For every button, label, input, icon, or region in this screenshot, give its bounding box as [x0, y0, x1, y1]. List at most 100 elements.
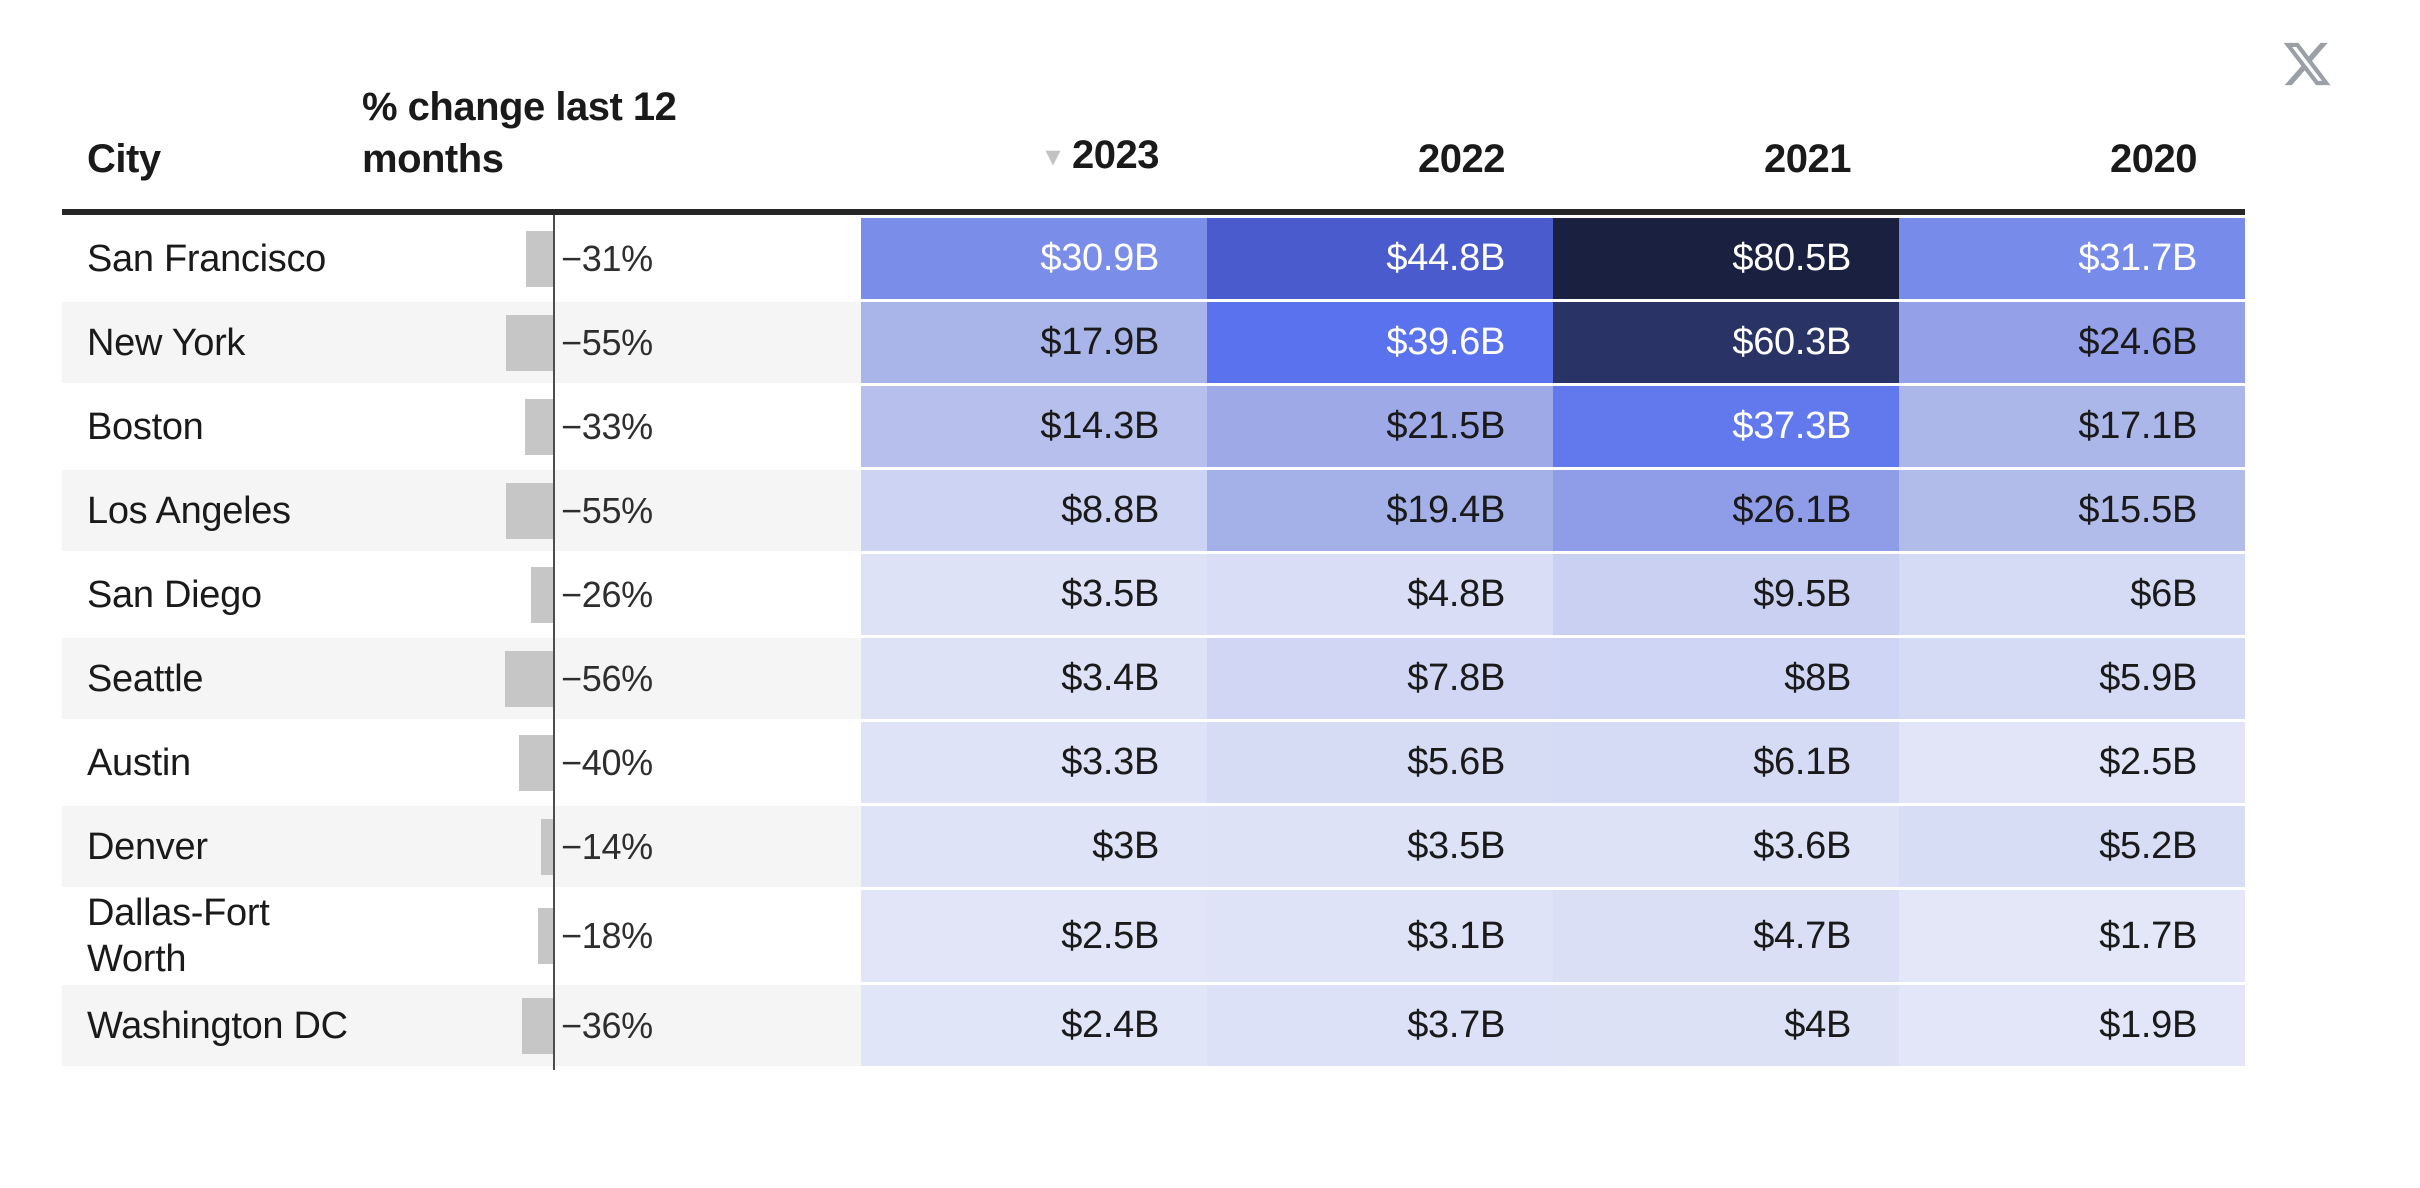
pct-change-bar: [531, 566, 553, 623]
value-cell-2022: $4.8B: [1207, 554, 1553, 635]
table-row: New York −55% $17.9B $39.6B $60.3B $24.6B: [62, 302, 2245, 383]
table-row: Denver −14% $3B $3.5B $3.6B $5.2B: [62, 806, 2245, 887]
column-header-2022[interactable]: 2022: [1418, 137, 1505, 181]
value-cell-2022: $19.4B: [1207, 470, 1553, 551]
table-row: Seattle −56% $3.4B $7.8B $8B $5.9B: [62, 638, 2245, 719]
value-cell-2020: $2.5B: [1899, 722, 2245, 803]
value-cell-2023: $17.9B: [861, 302, 1207, 383]
table-row: Dallas-Fort Worth −18% $2.5B $3.1B $4.7B $1.7…: [62, 890, 2245, 982]
value-cell-2023: $3.4B: [861, 638, 1207, 719]
value-cell-2021: $80.5B: [1553, 218, 1899, 299]
column-header-2023-label: 2023: [1072, 133, 1159, 177]
table-row: Austin −40% $3.3B $5.6B $6.1B $2.5B: [62, 722, 2245, 803]
pct-change-cell: −33%: [362, 386, 861, 467]
pct-change-bar: [538, 908, 553, 964]
pct-change-bar: [522, 997, 553, 1054]
pct-change-bar: [505, 650, 553, 707]
table-header-row: City % change last 12 months ▾ 2023 2022 …: [62, 30, 2245, 215]
value-cell-2021: $9.5B: [1553, 554, 1899, 635]
pct-change-bar: [506, 314, 553, 371]
pct-change-cell: −40%: [362, 722, 861, 803]
value-cell-2022: $39.6B: [1207, 302, 1553, 383]
value-cell-2021: $8B: [1553, 638, 1899, 719]
data-table: City % change last 12 months ▾ 2023 2022 …: [62, 30, 2245, 1070]
pct-change-cell: −56%: [362, 638, 861, 719]
value-cell-2023: $3.5B: [861, 554, 1207, 635]
value-cell-2020: $31.7B: [1899, 218, 2245, 299]
table-row: Washington DC −36% $2.4B $3.7B $4B $1.9B: [62, 985, 2245, 1066]
sort-descending-icon: ▾: [1045, 140, 1061, 173]
value-cell-2022: $21.5B: [1207, 386, 1553, 467]
city-cell: Denver: [87, 825, 208, 868]
value-cell-2020: $1.9B: [1899, 985, 2245, 1066]
city-cell: Dallas-Fort Worth: [87, 892, 270, 980]
pct-change-cell: −36%: [362, 985, 861, 1066]
pct-change-bar: [525, 398, 553, 455]
value-cell-2021: $60.3B: [1553, 302, 1899, 383]
value-cell-2020: $6B: [1899, 554, 2245, 635]
value-cell-2020: $5.2B: [1899, 806, 2245, 887]
pct-change-cell: −31%: [362, 218, 861, 299]
column-header-pct-change[interactable]: % change last 12 months: [362, 85, 677, 181]
value-cell-2020: $15.5B: [1899, 470, 2245, 551]
value-cell-2022: $3.7B: [1207, 985, 1553, 1066]
bar-axis-line: [553, 215, 555, 1070]
value-cell-2023: $2.5B: [861, 890, 1207, 982]
value-cell-2021: $4B: [1553, 985, 1899, 1066]
pct-change-label: −55%: [561, 321, 653, 363]
pct-change-bar: [519, 734, 553, 791]
value-cell-2021: $4.7B: [1553, 890, 1899, 982]
value-cell-2020: $5.9B: [1899, 638, 2245, 719]
value-cell-2020: $1.7B: [1899, 890, 2245, 982]
city-cell: Seattle: [87, 657, 204, 700]
value-cell-2020: $24.6B: [1899, 302, 2245, 383]
pct-change-cell: −55%: [362, 302, 861, 383]
pct-change-cell: −26%: [362, 554, 861, 635]
pct-change-label: −36%: [561, 1004, 653, 1046]
value-cell-2022: $7.8B: [1207, 638, 1553, 719]
table-body: San Francisco −31% $30.9B $44.8B $80.5B $31.7…: [62, 215, 2245, 1070]
value-cell-2023: $3B: [861, 806, 1207, 887]
pct-change-label: −14%: [561, 825, 653, 867]
city-cell: San Diego: [87, 573, 262, 616]
table-row: Los Angeles −55% $8.8B $19.4B $26.1B $15.5B: [62, 470, 2245, 551]
value-cell-2023: $2.4B: [861, 985, 1207, 1066]
column-header-2021[interactable]: 2021: [1764, 137, 1851, 181]
pct-change-label: −26%: [561, 573, 653, 615]
city-cell: New York: [87, 321, 246, 364]
city-cell: Los Angeles: [87, 489, 291, 532]
column-header-city[interactable]: City: [87, 137, 161, 181]
value-cell-2021: $37.3B: [1553, 386, 1899, 467]
pct-change-bar: [506, 482, 553, 539]
value-cell-2020: $17.1B: [1899, 386, 2245, 467]
column-header-2023[interactable]: ▾ 2023: [861, 129, 1207, 185]
pct-change-label: −55%: [561, 489, 653, 531]
pct-change-cell: −55%: [362, 470, 861, 551]
value-cell-2022: $3.5B: [1207, 806, 1553, 887]
value-cell-2023: $3.3B: [861, 722, 1207, 803]
table-row: San Francisco −31% $30.9B $44.8B $80.5B $31.7…: [62, 218, 2245, 299]
value-cell-2022: $44.8B: [1207, 218, 1553, 299]
value-cell-2021: $3.6B: [1553, 806, 1899, 887]
value-cell-2021: $26.1B: [1553, 470, 1899, 551]
x-logo-icon: [2283, 42, 2331, 86]
value-cell-2021: $6.1B: [1553, 722, 1899, 803]
pct-change-cell: −14%: [362, 806, 861, 887]
value-cell-2022: $3.1B: [1207, 890, 1553, 982]
value-cell-2022: $5.6B: [1207, 722, 1553, 803]
city-cell: Washington DC: [87, 1004, 348, 1047]
pct-change-label: −18%: [561, 915, 653, 956]
pct-change-bar: [526, 230, 553, 287]
city-cell: Austin: [87, 741, 191, 784]
column-header-2020[interactable]: 2020: [2110, 137, 2197, 181]
value-cell-2023: $14.3B: [861, 386, 1207, 467]
pct-change-label: −33%: [561, 405, 653, 447]
table-row: San Diego −26% $3.5B $4.8B $9.5B $6B: [62, 554, 2245, 635]
city-cell: San Francisco: [87, 237, 326, 280]
table-row: Boston −33% $14.3B $21.5B $37.3B $17.1B: [62, 386, 2245, 467]
city-cell: Boston: [87, 405, 204, 448]
pct-change-label: −40%: [561, 741, 653, 783]
value-cell-2023: $8.8B: [861, 470, 1207, 551]
share-x-button[interactable]: [2278, 38, 2336, 90]
